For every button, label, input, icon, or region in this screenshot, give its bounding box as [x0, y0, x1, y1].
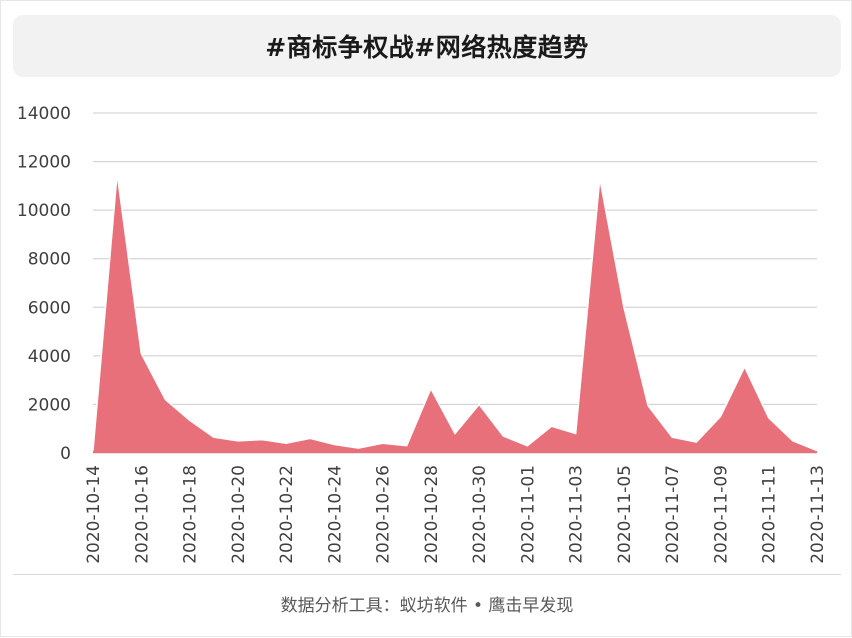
x-tick-label: 2020-10-26: [374, 465, 394, 564]
area-fill: [93, 173, 817, 453]
x-tick-label: 2020-11-09: [711, 465, 731, 564]
x-tick-label: 2020-11-11: [760, 465, 780, 564]
x-tick-label: 2020-10-22: [277, 465, 297, 564]
y-tick-label: 0: [60, 444, 71, 464]
y-tick-label: 14000: [17, 104, 71, 124]
x-tick-label: 2020-10-14: [84, 465, 104, 564]
grid-lines: [93, 112, 817, 454]
x-tick-label: 2020-10-28: [422, 465, 442, 564]
y-tick-label: 4000: [28, 347, 71, 367]
x-tick-label: 2020-11-05: [615, 465, 635, 564]
x-tick-label: 2020-10-30: [470, 465, 490, 564]
footer-divider: [13, 574, 841, 575]
chart-title: #商标争权战#网络热度趋势: [265, 33, 589, 62]
y-tick-label: 6000: [28, 298, 71, 318]
y-axis: 0 2000 4000 6000 8000 10000 12000 14000: [17, 104, 71, 464]
area-series: [92, 173, 818, 453]
y-tick-label: 8000: [28, 250, 71, 270]
y-tick-label: 2000: [28, 395, 71, 415]
y-tick-label: 12000: [17, 153, 71, 173]
area-outline: [92, 173, 818, 452]
x-tick-label: 2020-11-01: [518, 465, 538, 564]
x-tick-label: 2020-11-07: [663, 465, 683, 564]
title-bar: #商标争权战#网络热度趋势: [13, 15, 841, 77]
footer-credit: 数据分析工具：蚁坊软件 • 鹰击早发现: [280, 596, 574, 616]
x-tick-label: 2020-10-18: [181, 465, 201, 564]
x-tick-label: 2020-10-16: [132, 465, 152, 564]
x-axis: 2020-10-14 2020-10-16 2020-10-18 2020-10-20…: [84, 465, 828, 564]
x-tick-label: 2020-10-24: [325, 465, 345, 564]
x-tick-label: 2020-11-03: [567, 465, 587, 564]
x-tick-label: 2020-10-20: [229, 465, 249, 564]
x-tick-label: 2020-11-13: [808, 465, 828, 564]
y-tick-label: 10000: [17, 201, 71, 221]
